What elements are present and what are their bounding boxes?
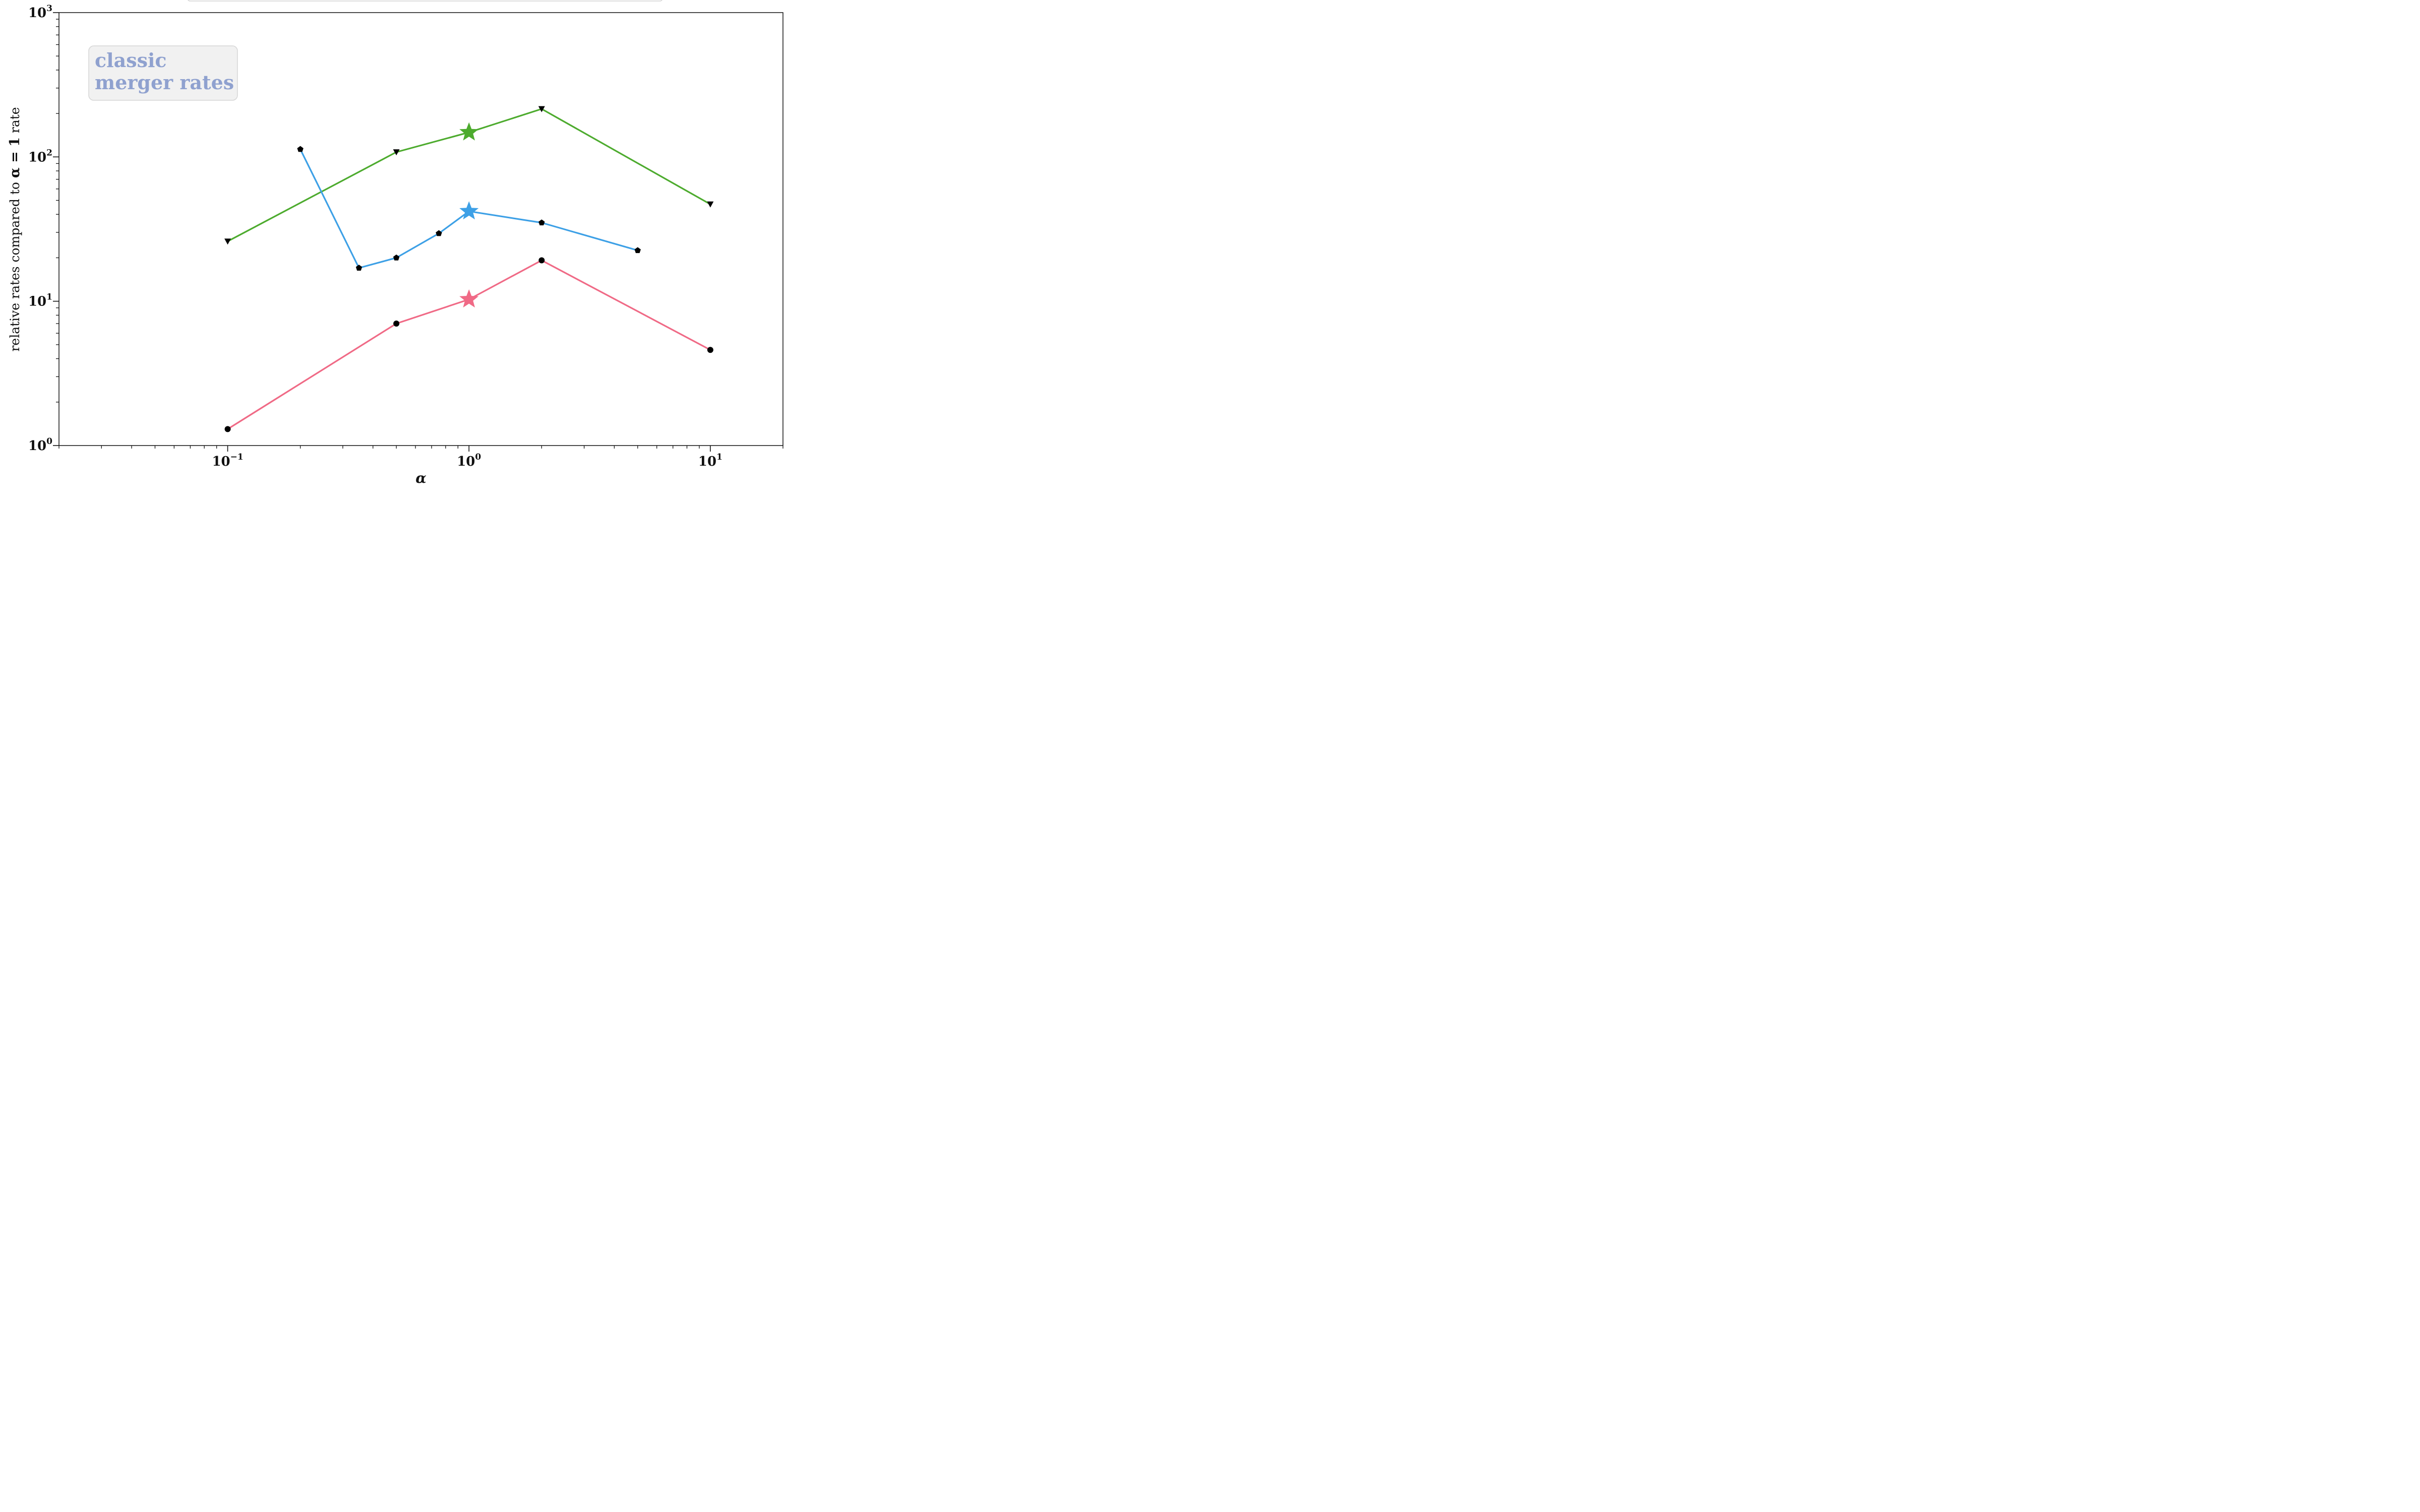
x-axis-label: α: [415, 470, 427, 486]
data-point: [634, 247, 641, 254]
y-tick-label: 102: [28, 148, 52, 165]
y-axis-label-prefix: relative rates compared to: [8, 178, 22, 351]
series-1: [224, 106, 714, 245]
x-tick-label: 10−1: [212, 452, 243, 469]
annotation-box: classic merger rates: [88, 45, 238, 101]
data-point: [538, 257, 545, 264]
x-tick-label: 101: [698, 452, 722, 469]
y-tick-label: 103: [28, 4, 52, 21]
series-3: [224, 257, 713, 432]
data-point: [393, 149, 400, 156]
annotation-line-1: classic: [95, 49, 167, 72]
data-point-star: [459, 289, 479, 308]
x-tick-label: 100: [457, 452, 481, 469]
data-point: [707, 347, 713, 353]
plot-frame: [58, 12, 783, 446]
data-point: [393, 254, 400, 261]
y-axis: 100 101 102 103: [28, 4, 59, 454]
data-point-star: [459, 122, 479, 141]
series-layer: [224, 106, 714, 432]
data-point: [538, 106, 545, 112]
data-point: [393, 321, 400, 327]
y-axis-label-suffix: rate: [8, 107, 22, 137]
y-tick-label: 101: [28, 292, 52, 309]
series-2: [297, 146, 641, 271]
data-point: [538, 219, 545, 226]
y-axis-label-expr: α = 1: [7, 137, 23, 178]
chart: 100 101 102 103 10−1 100 101 classic merger r…: [7, 0, 783, 486]
x-axis: 10−1 100 101: [58, 446, 783, 469]
annotation-line-2: merger rates: [95, 71, 234, 94]
data-point-star: [459, 201, 479, 220]
legend-box-edge: [188, 0, 662, 2]
data-point: [224, 238, 231, 245]
y-tick-label: 100: [28, 436, 52, 454]
data-point: [707, 201, 714, 208]
y-axis-label: relative rates compared to α = 1 rate: [7, 107, 23, 351]
data-point: [297, 146, 304, 152]
data-point: [355, 265, 362, 271]
data-point: [224, 426, 231, 432]
series-3-line: [227, 259, 711, 430]
data-point: [436, 230, 442, 236]
